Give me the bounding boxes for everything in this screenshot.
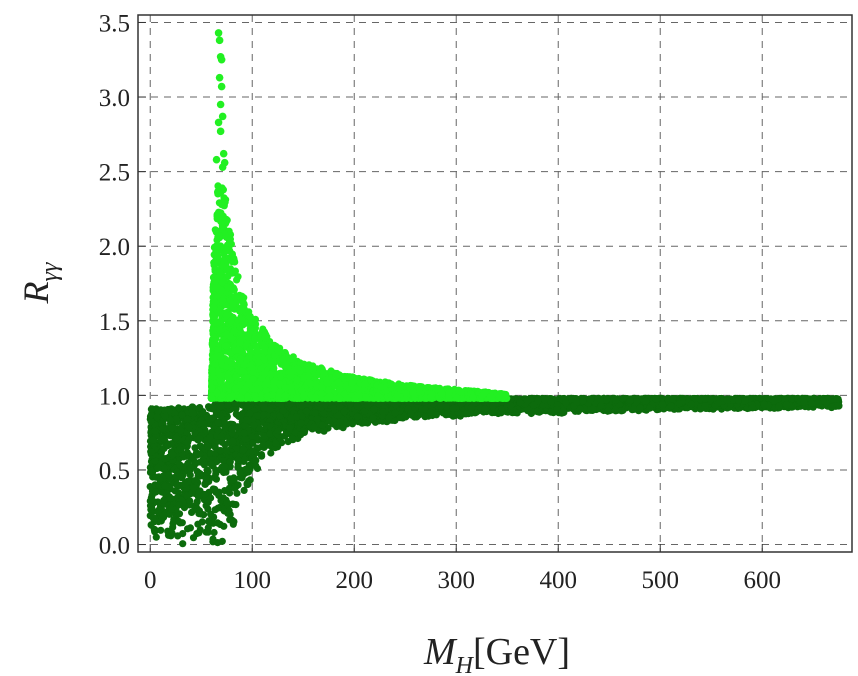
data-point <box>196 442 204 450</box>
data-point <box>179 530 187 538</box>
data-point <box>174 517 183 525</box>
data-point <box>220 522 228 530</box>
data-point <box>189 484 198 492</box>
data-point <box>165 471 173 479</box>
data-point <box>231 484 239 492</box>
data-point <box>516 399 524 407</box>
data-point <box>161 406 169 414</box>
data-point <box>652 395 660 403</box>
data-point <box>167 505 175 513</box>
data-point <box>164 442 172 450</box>
data-point <box>152 533 160 541</box>
data-point <box>214 504 222 512</box>
data-point <box>222 446 230 454</box>
data-point <box>250 421 258 429</box>
data-point <box>212 469 220 478</box>
data-point <box>318 421 326 429</box>
data-point <box>203 466 211 474</box>
data-point <box>186 471 194 479</box>
data-point <box>209 403 217 411</box>
data-point <box>267 449 275 457</box>
data-point <box>218 537 226 545</box>
data-point <box>204 443 212 451</box>
data-point <box>160 496 168 504</box>
data-point <box>604 407 612 415</box>
data-point <box>209 535 217 543</box>
data-point <box>348 420 357 428</box>
data-point <box>148 503 156 511</box>
data-point <box>277 401 285 409</box>
data-point <box>196 434 204 443</box>
data-point <box>833 395 841 404</box>
data-point <box>208 414 216 422</box>
data-point <box>176 461 184 469</box>
data-point <box>159 425 167 433</box>
data-point <box>200 461 209 469</box>
data-point <box>363 402 371 410</box>
data-point <box>214 519 222 527</box>
data-point <box>225 507 233 515</box>
data-point <box>196 526 204 534</box>
data-point <box>258 452 266 460</box>
data-point <box>179 540 187 548</box>
data-point <box>226 516 234 524</box>
data-point <box>168 424 176 432</box>
data-point <box>266 405 274 414</box>
data-point <box>154 407 162 415</box>
data-point <box>194 520 202 528</box>
data-point <box>219 457 227 465</box>
scatter-points <box>146 29 843 548</box>
data-point <box>205 517 213 525</box>
data-point <box>229 437 237 445</box>
data-point <box>204 528 212 536</box>
data-point <box>206 433 214 441</box>
data-point <box>188 508 196 516</box>
data-point <box>210 528 218 537</box>
data-point <box>310 423 318 431</box>
data-point <box>249 447 257 456</box>
data-point <box>249 439 257 447</box>
data-point <box>194 493 202 501</box>
data-point <box>220 418 228 426</box>
data-point <box>186 497 194 505</box>
data-point <box>297 419 305 427</box>
data-point <box>171 487 179 495</box>
data-point <box>152 488 160 496</box>
data-point <box>215 491 223 500</box>
data-point <box>196 450 204 458</box>
data-point <box>200 420 208 428</box>
data-point <box>221 424 229 432</box>
data-point <box>177 427 185 435</box>
data-point <box>265 440 273 448</box>
data-point <box>167 532 175 540</box>
data-point <box>200 511 208 519</box>
data-point <box>207 494 215 502</box>
data-point <box>165 431 173 439</box>
data-point <box>173 468 181 476</box>
data-point <box>437 402 445 410</box>
suppressed-points <box>146 394 843 548</box>
data-point <box>181 480 189 488</box>
data-point <box>228 425 236 433</box>
data-point <box>184 525 192 533</box>
data-point <box>169 451 177 459</box>
data-point <box>147 521 155 529</box>
data-point <box>260 432 268 440</box>
data-point <box>226 458 234 466</box>
data-point <box>252 462 260 470</box>
data-point <box>234 463 242 471</box>
data-point <box>297 431 305 439</box>
data-point <box>147 417 155 425</box>
data-point <box>587 396 595 404</box>
data-point <box>217 412 225 420</box>
data-point <box>193 468 201 476</box>
data-point <box>230 500 238 508</box>
data-point <box>157 526 165 534</box>
data-point <box>175 501 183 509</box>
data-point <box>254 412 262 420</box>
